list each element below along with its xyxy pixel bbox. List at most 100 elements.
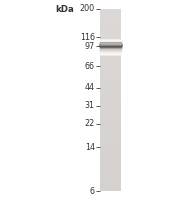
Bar (100, 64, 121, 65)
Bar (100, 100, 121, 101)
Bar (100, 134, 121, 135)
Bar (100, 38, 121, 39)
Bar (100, 97, 121, 98)
Bar (100, 156, 121, 157)
Bar (100, 86, 121, 87)
Bar (100, 118, 121, 119)
Bar (100, 169, 121, 170)
Bar (100, 60, 121, 61)
Bar (100, 116, 121, 117)
Bar (100, 112, 121, 113)
Bar (100, 177, 121, 178)
Bar (100, 161, 121, 162)
Bar (100, 189, 121, 190)
Bar (100, 141, 121, 142)
Bar (100, 97, 121, 98)
Bar (100, 132, 121, 133)
Bar (100, 182, 121, 183)
Bar (100, 155, 121, 156)
Bar (100, 168, 121, 169)
Bar (100, 66, 121, 67)
Bar (100, 24, 121, 25)
Bar (100, 157, 121, 158)
Bar (100, 182, 121, 183)
Bar (100, 66, 121, 67)
Bar (100, 50, 121, 51)
Bar (100, 12, 121, 13)
Bar (100, 115, 121, 116)
Bar (100, 99, 121, 100)
Bar (100, 9, 121, 10)
Bar (100, 15, 121, 16)
Bar (100, 131, 121, 132)
Bar (100, 162, 121, 163)
Bar (100, 79, 121, 80)
Bar (100, 12, 121, 13)
Bar (100, 89, 121, 90)
Bar (100, 127, 121, 128)
Bar (100, 124, 121, 125)
Bar (100, 173, 121, 174)
Bar (100, 70, 121, 71)
Bar (100, 65, 121, 66)
Bar (100, 174, 121, 175)
Bar (100, 145, 121, 146)
Bar (100, 21, 121, 22)
Text: 200: 200 (80, 4, 95, 13)
Bar (100, 75, 121, 76)
Bar (100, 160, 121, 161)
Bar (100, 135, 121, 136)
Bar (100, 82, 121, 83)
Bar (100, 153, 121, 154)
Bar (100, 55, 121, 56)
Bar (100, 15, 121, 16)
Bar (100, 57, 121, 58)
Bar (100, 137, 121, 138)
Bar (100, 136, 121, 137)
Bar (100, 90, 121, 91)
Bar (100, 95, 121, 96)
Bar (100, 111, 121, 112)
Bar (100, 138, 121, 139)
Bar (100, 104, 121, 105)
Bar (100, 130, 121, 131)
Text: 97: 97 (84, 42, 95, 51)
Bar (100, 13, 121, 14)
Bar (100, 185, 121, 186)
Bar (100, 72, 121, 73)
Bar (100, 112, 121, 113)
Bar (100, 122, 121, 123)
Bar (100, 43, 121, 44)
Bar (100, 36, 121, 37)
Bar (100, 94, 121, 95)
Bar (100, 81, 121, 82)
Bar (100, 106, 121, 107)
Bar (100, 139, 121, 140)
Bar (100, 167, 121, 168)
Bar (100, 145, 121, 146)
Text: 66: 66 (85, 62, 95, 71)
Bar (100, 74, 121, 75)
Bar (100, 61, 121, 62)
Bar (100, 188, 121, 189)
Bar (100, 142, 121, 143)
Bar (100, 164, 121, 165)
Bar (100, 152, 121, 153)
Bar (100, 166, 121, 167)
Bar (100, 119, 121, 120)
Bar (100, 158, 121, 159)
Bar (100, 140, 121, 141)
Bar (100, 157, 121, 158)
Bar (100, 154, 121, 155)
Bar (100, 123, 121, 124)
Bar (100, 106, 121, 107)
Bar (100, 187, 121, 188)
Bar (100, 186, 121, 187)
Bar (100, 176, 121, 177)
Bar (100, 175, 121, 176)
Bar (100, 190, 121, 191)
Bar (100, 86, 121, 87)
Bar (100, 102, 121, 103)
Bar (100, 180, 121, 181)
Bar (100, 32, 121, 33)
